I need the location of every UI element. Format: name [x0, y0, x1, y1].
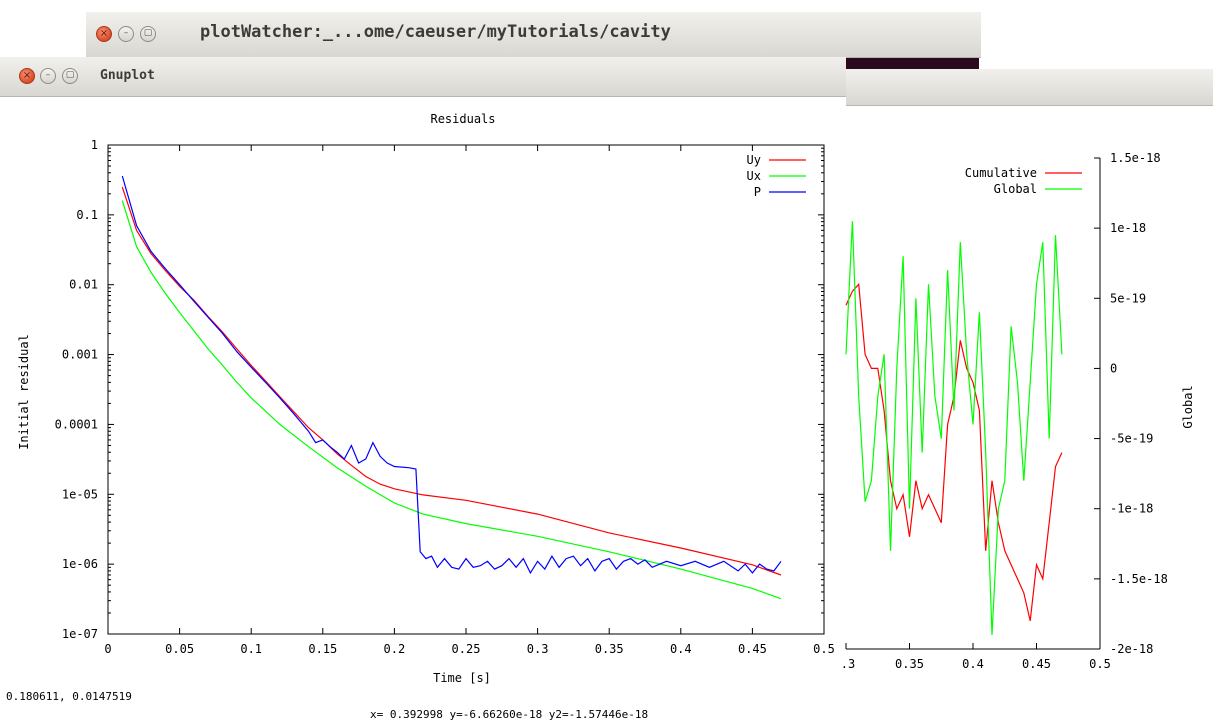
x-axis-label: Time [s]	[433, 671, 491, 685]
cursor-coordinates-readout: x= 0.392998 y=-6.66260e-18 y2=-1.57446e-…	[370, 708, 649, 721]
x-tick-label: 0.4	[670, 642, 692, 656]
mouse-position-readout: 0.180611, 0.0147519	[6, 690, 132, 703]
plotwatcher-titlebar[interactable]: × – ▢ plotWatcher:_...ome/caeuser/myTuto…	[86, 12, 981, 58]
gnuplot-maximize-button[interactable]: ▢	[62, 68, 78, 84]
series-line-global	[845, 221, 1063, 636]
chart-title: Residuals	[430, 112, 495, 126]
x-tick-label: .3	[841, 657, 855, 671]
y2-tick-label: 1e-18	[1110, 221, 1146, 235]
y2-tick-label: 0	[1110, 361, 1117, 375]
y2-tick-label: -1e-18	[1110, 502, 1153, 516]
y-tick-label: 1e-05	[62, 487, 98, 501]
series-line-cumulative	[845, 282, 1063, 622]
close-icon: ×	[22, 70, 32, 81]
x-tick-label: 0	[104, 642, 111, 656]
y-tick-label: 1e-07	[62, 627, 98, 641]
global-continuity-chart: Global .3 0.35 0.4 0.45 0.5 1.5e-18 1e-18 5e-19…	[841, 151, 1195, 671]
y2-tick-label: 5e-19	[1110, 291, 1146, 305]
legend-label-ux: Ux	[747, 169, 761, 183]
y-tick-label: 0.0001	[55, 417, 98, 431]
x-tick-label: 0.1	[240, 642, 262, 656]
x-tick-label: 0.4	[962, 657, 984, 671]
series-line-uy	[121, 186, 782, 576]
x-tick-label: 0.35	[895, 657, 924, 671]
maximize-icon: ▢	[65, 70, 75, 80]
legend-label-cumulative: Cumulative	[965, 166, 1037, 180]
y2-tick-label: 1.5e-18	[1110, 151, 1161, 165]
y2-tick-label: -5e-19	[1110, 432, 1153, 446]
y2-axis-label: Global	[1181, 385, 1195, 428]
x-tick-label: 0.05	[165, 642, 194, 656]
plotwatcher-window-title: plotWatcher:_...ome/caeuser/myTutorials/…	[200, 22, 671, 42]
x-tick-label: 0.25	[452, 642, 481, 656]
gnuplot-minimize-button[interactable]: –	[40, 68, 56, 84]
x-tick-label: 0.45	[738, 642, 767, 656]
y2-tick-label: -2e-18	[1110, 642, 1153, 656]
close-icon: ×	[99, 28, 109, 39]
minimize-icon: –	[45, 70, 51, 80]
x-tick-label: 0.5	[813, 642, 835, 656]
y-tick-label: 1e-06	[62, 557, 98, 571]
plot-frame	[107, 144, 825, 635]
plotwatcher-minimize-button[interactable]: –	[118, 26, 134, 42]
y-tick-label: 0.1	[76, 208, 98, 222]
y-tick-label: 0.01	[69, 278, 98, 292]
residuals-chart: Residuals Time [s] Initial residual 0 0.0…	[17, 112, 835, 685]
y2-tick-label: -1.5e-18	[1110, 572, 1168, 586]
legend-label-p: P	[754, 185, 761, 199]
y-axis-label: Initial residual	[17, 334, 31, 450]
gnuplot-titlebar[interactable]: × – ▢ Gnuplot	[0, 57, 846, 97]
maximize-icon: ▢	[143, 28, 153, 38]
minimize-icon: –	[123, 28, 129, 38]
x-tick-label: 0.45	[1022, 657, 1051, 671]
y-tick-label: 1	[91, 138, 98, 152]
plotwatcher-close-button[interactable]: ×	[96, 26, 112, 42]
gnuplot-window-title: Gnuplot	[100, 68, 155, 83]
legend-label-global: Global	[994, 182, 1037, 196]
plotwatcher-maximize-button[interactable]: ▢	[140, 26, 156, 42]
gnuplot-close-button[interactable]: ×	[19, 68, 35, 84]
desktop-background	[843, 55, 979, 69]
series-line-ux	[121, 200, 782, 600]
series-line-p	[121, 175, 782, 575]
legend-label-uy: Uy	[747, 153, 761, 167]
x-tick-label: 0.5	[1089, 657, 1111, 671]
y-tick-label: 0.001	[62, 348, 98, 362]
x-tick-label: 0.15	[308, 642, 337, 656]
x-tick-label: 0.2	[384, 642, 406, 656]
x-tick-label: 0.3	[527, 642, 549, 656]
adjacent-window-titlebar	[846, 69, 1213, 106]
x-tick-label: 0.35	[595, 642, 624, 656]
